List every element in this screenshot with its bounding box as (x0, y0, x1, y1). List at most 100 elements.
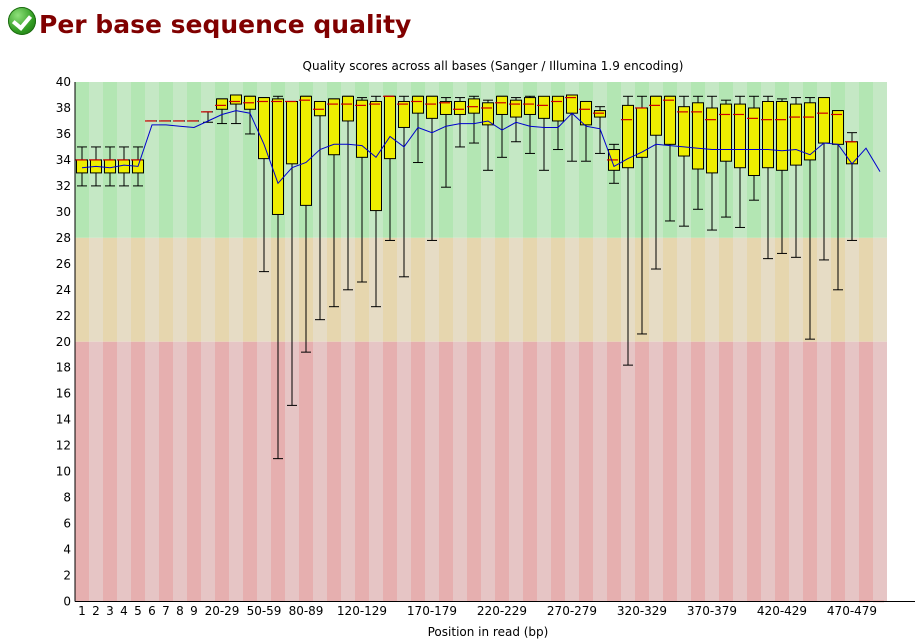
boxplot-150-159 (397, 95, 410, 278)
zone-warning-stripe (663, 237, 677, 342)
box-iqr (230, 94, 242, 105)
boxplot-380-389 (719, 99, 732, 218)
zone-poor-stripe (467, 341, 481, 602)
zone-warning-stripe (775, 237, 789, 342)
zone-poor-stripe (411, 341, 425, 602)
x-tick-label: 220-229 (477, 604, 527, 618)
zone-warning-stripe (453, 237, 467, 342)
zone-poor-stripe (131, 341, 145, 602)
x-tick-label: 50-59 (247, 604, 282, 618)
zone-poor-stripe (775, 341, 789, 602)
zone-poor-stripe (537, 341, 551, 602)
zone-poor-stripe (201, 341, 215, 602)
zone-poor-stripe (565, 341, 579, 602)
zone-warning-stripe (215, 237, 229, 342)
boxplot-210-219 (481, 99, 494, 171)
zone-poor-stripe (593, 341, 607, 602)
zone-poor-stripe (691, 341, 705, 602)
boxplot-390-399 (733, 95, 746, 228)
x-tick-label: 7 (162, 604, 170, 618)
x-tick-label: 370-379 (687, 604, 737, 618)
boxplot-180-189 (439, 97, 452, 188)
zone-warning-stripe (593, 237, 607, 342)
boxplot-270-279 (565, 94, 578, 162)
zone-good-stripe (173, 82, 187, 238)
boxplot-310-319 (621, 95, 634, 366)
zone-poor-stripe (215, 341, 229, 602)
zone-poor-stripe (509, 341, 523, 602)
zone-poor-stripe (607, 341, 621, 602)
y-tick-label: 8 (63, 491, 71, 505)
zone-good-stripe (187, 82, 201, 238)
zone-poor-stripe (663, 341, 677, 602)
zone-poor-stripe (705, 341, 719, 602)
x-tick-label: 8 (176, 604, 184, 618)
zone-warning-stripe (523, 237, 537, 342)
boxplot-250-259 (537, 95, 550, 171)
zone-warning-stripe (145, 237, 159, 342)
zone-poor-stripe (859, 341, 873, 602)
box-iqr (692, 102, 704, 170)
y-tick-label: 22 (56, 309, 71, 323)
boxplot-140-149 (383, 95, 396, 241)
zone-warning-stripe (411, 237, 425, 342)
box-iqr (720, 103, 732, 162)
zone-warning-stripe (103, 237, 117, 342)
zone-poor-stripe (803, 341, 817, 602)
boxplot-420-429 (775, 98, 788, 254)
x-tick-label: 4 (120, 604, 128, 618)
zone-poor-stripe (243, 341, 257, 602)
box-iqr (804, 102, 816, 161)
boxplot-330-339 (649, 95, 662, 270)
zone-warning-stripe (537, 237, 551, 342)
zone-poor-stripe (495, 341, 509, 602)
zone-poor-stripe (845, 341, 859, 602)
zone-poor-stripe (75, 341, 89, 602)
x-tick-label: 9 (190, 604, 198, 618)
zone-poor-stripe (89, 341, 103, 602)
x-tick-label: 170-179 (407, 604, 457, 618)
boxplot-430-439 (789, 97, 802, 258)
zone-poor-stripe (355, 341, 369, 602)
zone-warning-stripe (551, 237, 565, 342)
zone-poor-stripe (481, 341, 495, 602)
zone-poor-stripe (173, 341, 187, 602)
zone-warning-stripe (691, 237, 705, 342)
box-iqr (314, 100, 326, 117)
zone-warning-stripe (761, 237, 775, 342)
box-iqr (496, 95, 508, 115)
zone-poor-stripe (425, 341, 439, 602)
x-tick-label: 80-89 (289, 604, 324, 618)
boxplot-90-99 (313, 100, 326, 321)
box-iqr (342, 95, 354, 122)
zone-poor-stripe (145, 341, 159, 602)
y-tick-label: 4 (63, 543, 71, 557)
boxplot-110-119 (341, 95, 354, 291)
box-iqr (832, 110, 844, 145)
boxplot-40-49 (243, 95, 256, 135)
box-iqr (398, 100, 410, 128)
x-tick-label: 6 (148, 604, 156, 618)
box-iqr (118, 159, 130, 174)
box-iqr (104, 159, 116, 174)
zone-warning-stripe (579, 237, 593, 342)
zone-poor-stripe (747, 341, 761, 602)
boxplot-80-89 (299, 95, 312, 353)
boxplot-460-469 (831, 110, 844, 291)
boxplot-1 (75, 146, 88, 187)
zone-poor-stripe (719, 341, 733, 602)
y-tick-label: 10 (56, 465, 71, 479)
box-iqr (580, 100, 592, 126)
zone-poor-stripe (831, 341, 845, 602)
x-tick-label: 320-329 (617, 604, 667, 618)
zone-poor-stripe (873, 341, 887, 602)
zone-warning-stripe (201, 237, 215, 342)
zone-poor-stripe (621, 341, 635, 602)
zone-warning-stripe (719, 237, 733, 342)
boxplot-370-379 (705, 95, 718, 231)
page-title: Per base sequence quality (39, 9, 412, 39)
y-tick-label: 0 (63, 595, 71, 609)
x-tick-label: 20-29 (205, 604, 240, 618)
zone-poor-stripe (439, 341, 453, 602)
zone-warning-stripe (75, 237, 89, 342)
